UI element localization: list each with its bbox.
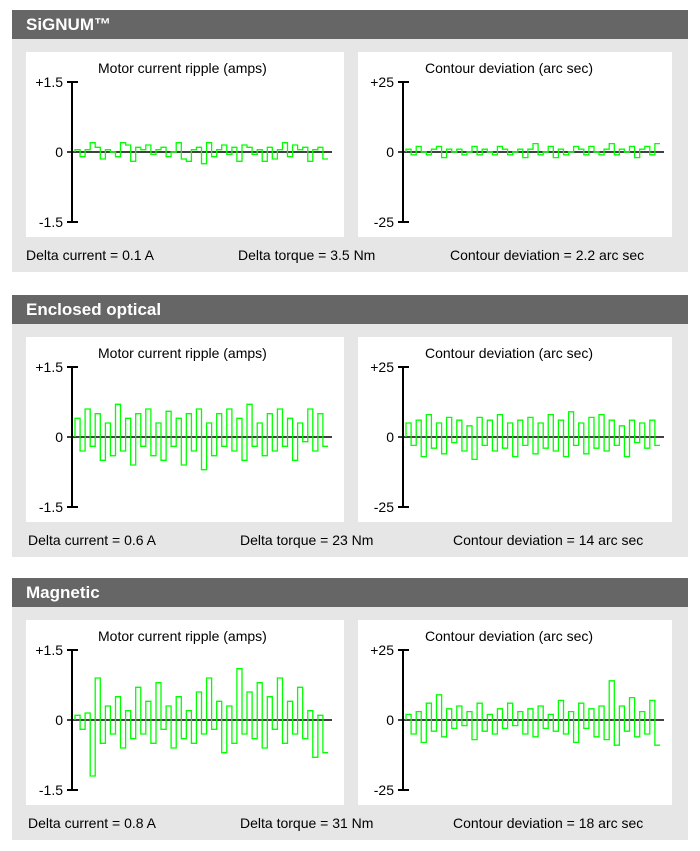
contour-deviation-chart: Contour deviation (arc sec) +25 0 -25 [358,620,672,805]
y-tick-label: 0 [55,429,63,445]
chart-title: Contour deviation (arc sec) [425,628,594,644]
y-tick-label: +25 [370,359,394,375]
section-0: SiGNUM™ Motor current ripple (amps) +1.5 0 -… [12,10,688,272]
motor-current-chart: Motor current ripple (amps) +1.5 0 -1.5 [26,337,344,522]
plot: +1.5 0 -1.5 [35,642,332,798]
delta-current-label: Delta current = 0.8 A [28,815,157,831]
y-tick-label: 0 [55,144,63,160]
y-tick-label: +25 [370,74,394,90]
chart-title: Contour deviation (arc sec) [425,345,594,361]
y-tick-label: -1.5 [39,782,63,798]
chart-title: Motor current ripple (amps) [98,628,267,644]
contour-deviation-chart: Contour deviation (arc sec) +25 0 -25 [358,52,672,237]
y-tick-label: -25 [374,782,394,798]
section-header: Enclosed optical [12,295,688,324]
y-tick-label: +1.5 [35,642,63,658]
chart-title: Motor current ripple (amps) [98,345,267,361]
y-tick-label: -25 [374,214,394,230]
section-2: Magnetic Motor current ripple (amps) +1.5 0… [12,578,688,840]
motor-current-chart: Motor current ripple (amps) +1.5 0 -1.5 [26,52,344,237]
plot: +1.5 0 -1.5 [35,74,332,230]
y-tick-label: +1.5 [35,359,63,375]
motor-current-chart: Motor current ripple (amps) +1.5 0 -1.5 [26,620,344,805]
chart-title: Motor current ripple (amps) [98,60,267,76]
ripple-trace [405,142,660,159]
ripple-trace [405,680,660,746]
section-1: Enclosed optical Motor current ripple (am… [12,295,688,557]
section-header: SiGNUM™ [12,10,688,39]
ripple-trace [74,668,328,777]
delta-torque-label: Delta torque = 23 Nm [240,532,374,548]
y-tick-label: -1.5 [39,214,63,230]
y-tick-label: +1.5 [35,74,63,90]
y-tick-label: 0 [386,144,394,160]
y-tick-label: -1.5 [39,499,63,515]
ripple-trace [74,403,328,471]
y-tick-label: 0 [386,712,394,728]
plot: +25 0 -25 [370,74,664,230]
contour-deviation-label: Contour deviation = 14 arc sec [453,532,644,548]
y-tick-label: 0 [55,712,63,728]
ripple-trace [74,142,328,165]
ripple-trace [405,411,660,461]
delta-current-label: Delta current = 0.1 A [26,247,155,263]
delta-torque-label: Delta torque = 31 Nm [240,815,374,831]
y-tick-label: 0 [386,429,394,445]
y-tick-label: -25 [374,499,394,515]
contour-deviation-chart: Contour deviation (arc sec) +25 0 -25 [358,337,672,522]
contour-deviation-label: Contour deviation = 18 arc sec [453,815,644,831]
plot: +1.5 0 -1.5 [35,359,332,515]
delta-torque-label: Delta torque = 3.5 Nm [238,247,376,263]
plot: +25 0 -25 [370,642,664,798]
plot: +25 0 -25 [370,359,664,515]
section-header: Magnetic [12,578,688,607]
y-tick-label: +25 [370,642,394,658]
contour-deviation-label: Contour deviation = 2.2 arc sec [450,247,645,263]
delta-current-label: Delta current = 0.6 A [28,532,157,548]
chart-title: Contour deviation (arc sec) [425,60,594,76]
